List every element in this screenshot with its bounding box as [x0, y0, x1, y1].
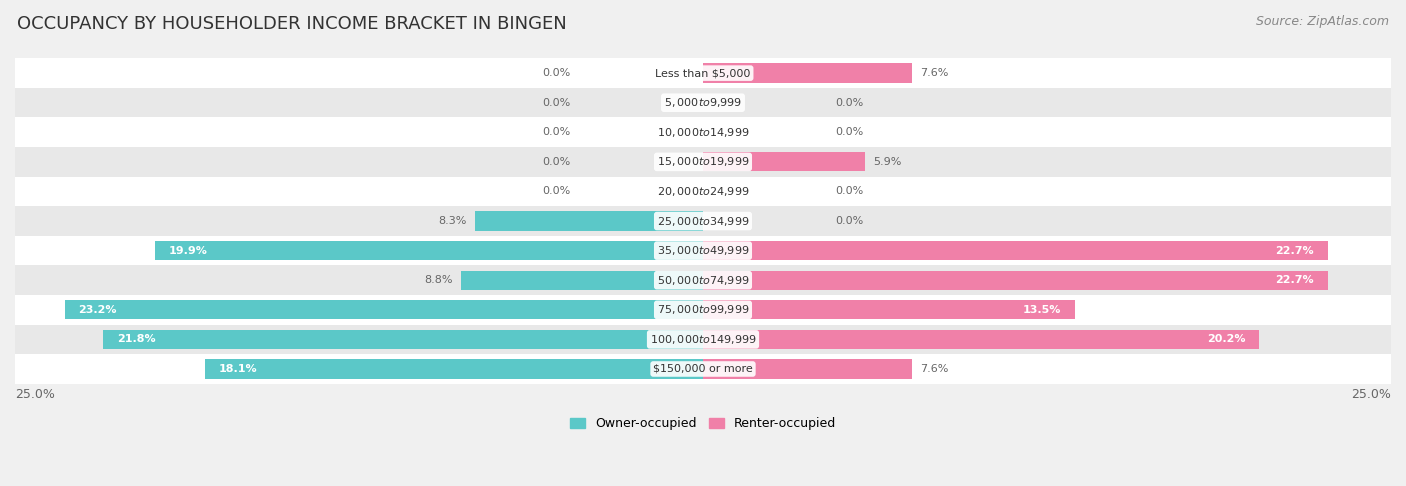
- Text: 13.5%: 13.5%: [1022, 305, 1060, 315]
- Bar: [15, 177, 1391, 206]
- Text: $100,000 to $149,999: $100,000 to $149,999: [650, 333, 756, 346]
- Bar: [15, 118, 1391, 147]
- Text: $15,000 to $19,999: $15,000 to $19,999: [657, 156, 749, 168]
- Text: 0.0%: 0.0%: [543, 68, 571, 78]
- Bar: [15, 354, 1391, 384]
- Text: 7.6%: 7.6%: [921, 364, 949, 374]
- Bar: [15, 58, 1391, 88]
- Text: $35,000 to $49,999: $35,000 to $49,999: [657, 244, 749, 257]
- Text: 22.7%: 22.7%: [1275, 245, 1315, 256]
- Bar: [155, 241, 703, 260]
- Bar: [15, 88, 1391, 118]
- Text: 21.8%: 21.8%: [117, 334, 156, 345]
- Text: 0.0%: 0.0%: [543, 127, 571, 137]
- Bar: [703, 300, 1074, 319]
- Text: 0.0%: 0.0%: [835, 98, 863, 108]
- Bar: [15, 265, 1391, 295]
- Bar: [15, 206, 1391, 236]
- Text: 25.0%: 25.0%: [1351, 388, 1391, 401]
- Bar: [15, 325, 1391, 354]
- Text: 0.0%: 0.0%: [543, 98, 571, 108]
- Text: $20,000 to $24,999: $20,000 to $24,999: [657, 185, 749, 198]
- Bar: [15, 295, 1391, 325]
- Text: $75,000 to $99,999: $75,000 to $99,999: [657, 303, 749, 316]
- Text: 8.3%: 8.3%: [437, 216, 467, 226]
- Text: $150,000 or more: $150,000 or more: [654, 364, 752, 374]
- Bar: [703, 359, 912, 379]
- Text: $25,000 to $34,999: $25,000 to $34,999: [657, 214, 749, 227]
- Bar: [461, 271, 703, 290]
- Text: 22.7%: 22.7%: [1275, 275, 1315, 285]
- Text: 0.0%: 0.0%: [835, 187, 863, 196]
- Bar: [703, 64, 912, 83]
- Text: 25.0%: 25.0%: [15, 388, 55, 401]
- Bar: [703, 152, 865, 172]
- Text: 19.9%: 19.9%: [169, 245, 208, 256]
- Text: 0.0%: 0.0%: [835, 216, 863, 226]
- Text: $5,000 to $9,999: $5,000 to $9,999: [664, 96, 742, 109]
- Text: 18.1%: 18.1%: [219, 364, 257, 374]
- Text: 0.0%: 0.0%: [835, 127, 863, 137]
- Bar: [703, 330, 1258, 349]
- Text: 23.2%: 23.2%: [79, 305, 117, 315]
- Text: 8.8%: 8.8%: [425, 275, 453, 285]
- Text: 7.6%: 7.6%: [921, 68, 949, 78]
- Legend: Owner-occupied, Renter-occupied: Owner-occupied, Renter-occupied: [565, 413, 841, 435]
- Bar: [103, 330, 703, 349]
- Bar: [703, 271, 1327, 290]
- Bar: [475, 211, 703, 231]
- Bar: [65, 300, 703, 319]
- Bar: [205, 359, 703, 379]
- Text: 0.0%: 0.0%: [543, 187, 571, 196]
- Bar: [15, 147, 1391, 177]
- Text: 0.0%: 0.0%: [543, 157, 571, 167]
- Text: $10,000 to $14,999: $10,000 to $14,999: [657, 126, 749, 139]
- Bar: [15, 236, 1391, 265]
- Bar: [703, 241, 1327, 260]
- Text: OCCUPANCY BY HOUSEHOLDER INCOME BRACKET IN BINGEN: OCCUPANCY BY HOUSEHOLDER INCOME BRACKET …: [17, 15, 567, 33]
- Text: $50,000 to $74,999: $50,000 to $74,999: [657, 274, 749, 287]
- Text: Source: ZipAtlas.com: Source: ZipAtlas.com: [1256, 15, 1389, 28]
- Text: 5.9%: 5.9%: [873, 157, 903, 167]
- Text: Less than $5,000: Less than $5,000: [655, 68, 751, 78]
- Text: 20.2%: 20.2%: [1206, 334, 1246, 345]
